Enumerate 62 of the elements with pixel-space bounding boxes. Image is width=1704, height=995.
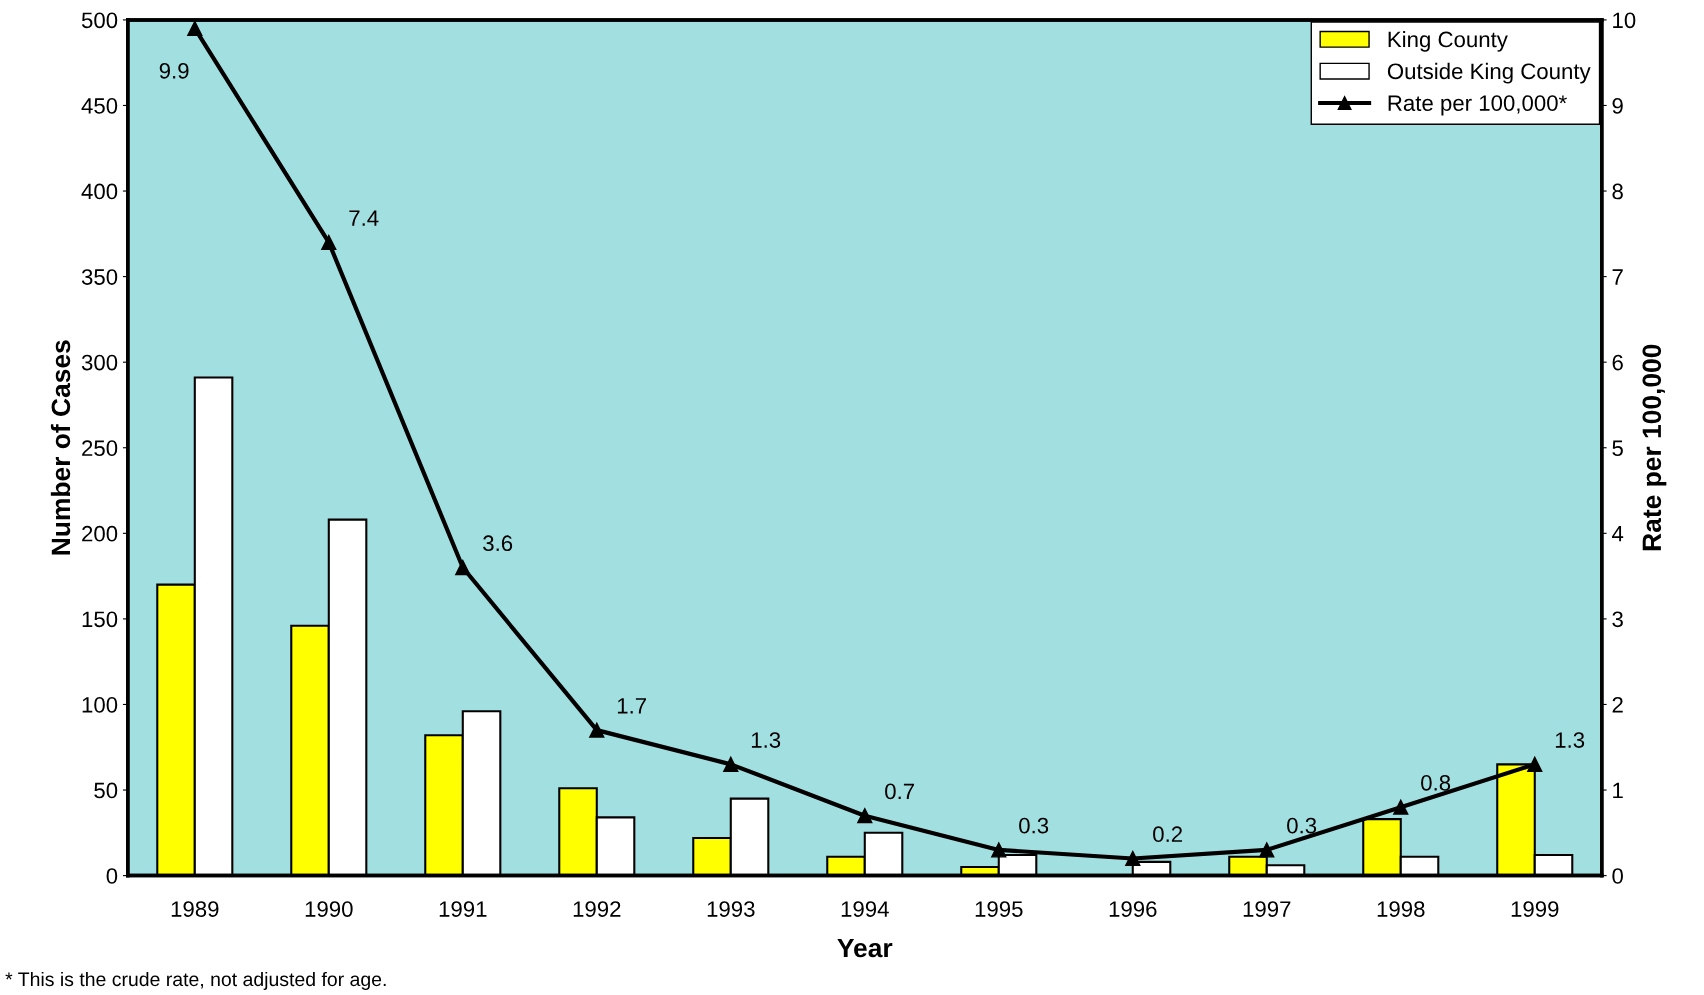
- legend-label: King County: [1388, 31, 1508, 52]
- data-label: 3.6: [483, 535, 513, 552]
- x-tick-label: 1998: [1377, 901, 1425, 917]
- data-label: 1.3: [1555, 732, 1585, 748]
- x-tick-label: 1990: [305, 901, 353, 917]
- y-tick-label: 200: [82, 525, 118, 542]
- data-label: 1.7: [617, 698, 647, 714]
- y-tick-label: 400: [81, 183, 118, 200]
- point: [1125, 850, 1141, 867]
- y-tick-label: 450: [81, 98, 118, 114]
- data-label: 9.9: [159, 62, 189, 79]
- x-axis-title: Year: [837, 938, 893, 958]
- y2-tick-label: 6: [1612, 354, 1623, 371]
- y2-tick-label: 5: [1612, 440, 1623, 457]
- data-label: 0.8: [1421, 774, 1451, 791]
- x-tick-label: 1992: [573, 901, 621, 917]
- y-tick-label: 300: [81, 354, 118, 371]
- y-tick-label: 50: [94, 782, 118, 799]
- x-tick-label: 1991: [439, 901, 487, 917]
- data-label: 0.3: [1019, 817, 1049, 834]
- y2-tick-label: 9: [1612, 98, 1623, 114]
- y2-tick-label: 8: [1612, 183, 1623, 200]
- y-tick-label: 150: [82, 611, 118, 628]
- x-tick-label: 1995: [975, 901, 1023, 917]
- x-tick-label: 1999: [1511, 901, 1559, 917]
- point: [321, 234, 337, 251]
- y2-tick-label: 2: [1612, 696, 1623, 713]
- data-label: 0.3: [1287, 817, 1317, 834]
- y2-tick-label: 10: [1613, 12, 1636, 29]
- y2-tick-label: 3: [1612, 611, 1623, 628]
- y2-tick-label: 1: [1613, 782, 1623, 799]
- y-tick-label: 250: [82, 440, 118, 457]
- x-tick-label: 1994: [841, 901, 889, 917]
- y-tick-label: 500: [81, 12, 118, 29]
- point: [1259, 842, 1275, 858]
- point: [991, 842, 1007, 858]
- point: [857, 808, 873, 824]
- point: [187, 20, 203, 37]
- y-axis-title: Number of Cases: [50, 340, 71, 555]
- x-tick-label: 1993: [707, 901, 755, 917]
- legend-label: Rate per 100,000*: [1388, 95, 1567, 116]
- point: [455, 559, 471, 576]
- text: * This is the crude rate, not adjusted for age.: [5, 971, 386, 991]
- data-label: 1.3: [751, 732, 781, 748]
- data-label: 7.4: [349, 210, 379, 226]
- point: [1527, 756, 1543, 772]
- y2-tick-label: 4: [1611, 526, 1624, 542]
- x-tick-label: 1989: [171, 901, 219, 917]
- y2-tick-label: 0: [1612, 868, 1623, 884]
- x-tick-label: 1997: [1243, 901, 1291, 917]
- point: [589, 722, 605, 738]
- y-tick-label: 0: [106, 868, 118, 884]
- y-tick-label: 350: [81, 269, 118, 285]
- legend-label: Outside King County: [1387, 62, 1591, 84]
- y-tick-label: 100: [82, 696, 118, 713]
- y2-tick-label: 7: [1612, 269, 1623, 285]
- point: [723, 756, 739, 772]
- data-label: 0.2: [1153, 826, 1182, 843]
- point: [1393, 799, 1409, 815]
- x-tick-label: 1996: [1109, 901, 1157, 917]
- y2-axis-title: Rate per 100,000: [1642, 344, 1667, 551]
- data-label: 0.7: [885, 783, 914, 800]
